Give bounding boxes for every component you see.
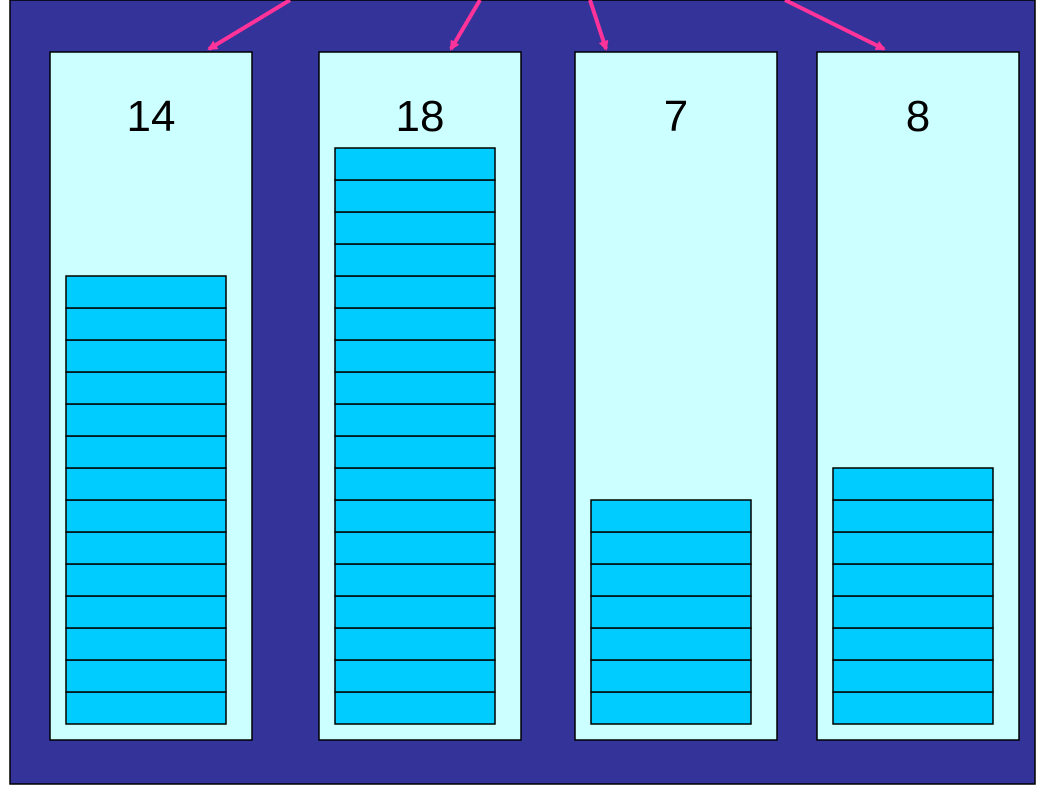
stack-column-3: 7	[574, 51, 778, 741]
stack-block	[832, 563, 994, 597]
pointer-arrows	[207, 0, 886, 51]
stack-block	[590, 563, 752, 597]
stack-columns: 14 18 7 8	[49, 51, 1020, 741]
stack-block	[590, 659, 752, 693]
stack-block	[832, 691, 994, 725]
stack-block	[334, 147, 496, 181]
stack-block	[334, 339, 496, 373]
stack-column-1: 14	[49, 51, 253, 741]
pointer-arrow-4	[784, 0, 886, 51]
stack-block	[590, 595, 752, 629]
stack-block	[334, 179, 496, 213]
stack-count-label: 8	[906, 92, 930, 141]
stack-block	[334, 499, 496, 533]
stack-block	[65, 371, 227, 405]
stack-block	[65, 691, 227, 725]
stack-block	[832, 659, 994, 693]
stack-block	[65, 499, 227, 533]
stack-block	[65, 307, 227, 341]
stack-block	[65, 627, 227, 661]
stack-count-label: 14	[127, 92, 176, 141]
stack-block	[334, 307, 496, 341]
stack-count-label: 7	[664, 92, 688, 141]
stack-block	[590, 691, 752, 725]
stack-block	[334, 531, 496, 565]
pointer-arrow-3	[588, 0, 609, 51]
stack-block	[334, 563, 496, 597]
stack-block	[334, 211, 496, 245]
stack-block	[65, 563, 227, 597]
stack-block	[334, 371, 496, 405]
stack-block	[65, 339, 227, 373]
stack-block	[590, 627, 752, 661]
stack-column-4: 8	[816, 51, 1020, 741]
stack-block	[832, 531, 994, 565]
stack-block	[65, 435, 227, 469]
stack-block	[65, 595, 227, 629]
stack-block	[334, 435, 496, 469]
stack-block	[832, 467, 994, 501]
stack-block	[334, 691, 496, 725]
stack-block	[832, 499, 994, 533]
stack-block	[65, 403, 227, 437]
stack-block	[832, 627, 994, 661]
stack-block	[65, 467, 227, 501]
stack-block	[334, 659, 496, 693]
stack-block	[65, 275, 227, 309]
pointer-arrow-2	[449, 0, 482, 51]
stack-block	[334, 595, 496, 629]
stack-block	[590, 531, 752, 565]
stack-column-2: 18	[318, 51, 522, 741]
stack-block	[590, 499, 752, 533]
stack-block	[334, 627, 496, 661]
stack-block	[334, 243, 496, 277]
stack-block	[65, 659, 227, 693]
stack-block	[832, 595, 994, 629]
stack-block	[334, 275, 496, 309]
pointer-arrow-1	[207, 0, 292, 51]
stack-block	[65, 531, 227, 565]
stack-block	[334, 403, 496, 437]
stack-block	[334, 467, 496, 501]
stack-count-label: 18	[396, 92, 445, 141]
